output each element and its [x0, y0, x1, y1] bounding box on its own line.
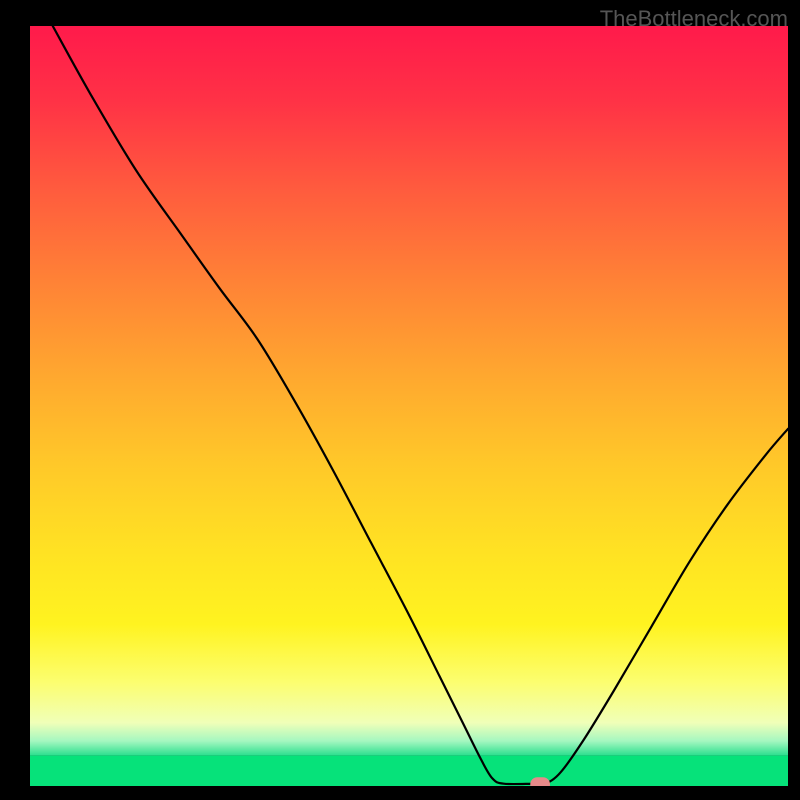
chart-svg — [30, 26, 788, 786]
chart-area — [30, 26, 788, 786]
solid-band — [30, 756, 788, 786]
watermark-text: TheBottleneck.com — [600, 6, 788, 32]
gradient-background — [30, 26, 788, 756]
optimal-marker — [530, 777, 550, 786]
